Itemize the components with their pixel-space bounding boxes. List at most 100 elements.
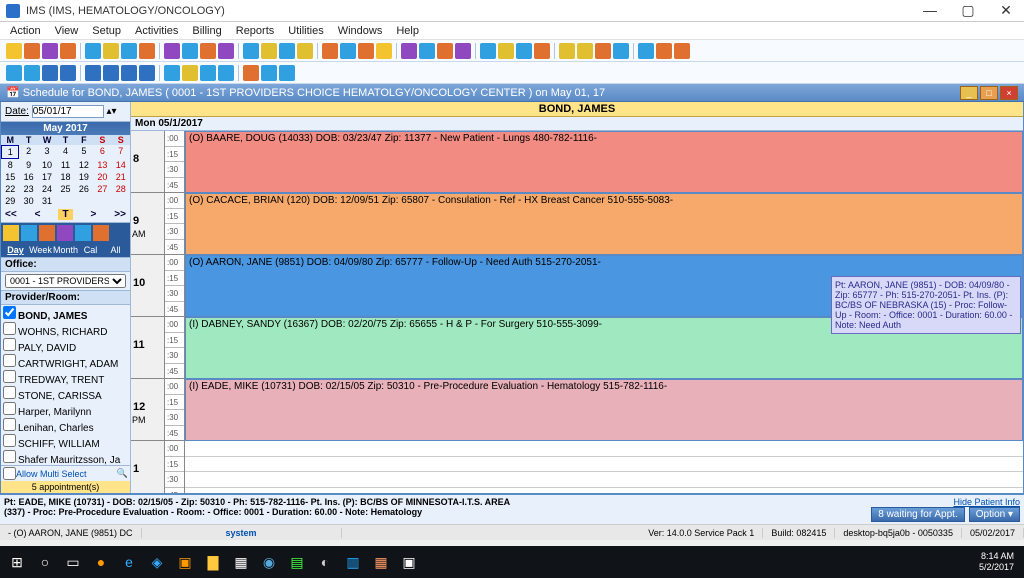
minimize-button[interactable]: — bbox=[918, 2, 942, 19]
multi-select-icon[interactable]: 🔍 bbox=[117, 468, 128, 479]
menu-activities[interactable]: Activities bbox=[135, 25, 178, 37]
maximize-button[interactable]: ▢ bbox=[956, 2, 980, 19]
toolbar-button[interactable] bbox=[218, 65, 234, 81]
view-month[interactable]: Month bbox=[53, 245, 78, 255]
toolbar-button[interactable] bbox=[200, 43, 216, 59]
toolbar-button[interactable] bbox=[85, 43, 101, 59]
toolbar-button[interactable] bbox=[182, 43, 198, 59]
calendar-day[interactable]: 22 bbox=[1, 183, 19, 195]
provider-checkbox[interactable] bbox=[3, 354, 16, 367]
menu-windows[interactable]: Windows bbox=[338, 25, 383, 37]
toolbar-button[interactable] bbox=[60, 65, 76, 81]
subwin-maximize[interactable]: □ bbox=[980, 86, 998, 100]
calendar-day[interactable]: 28 bbox=[112, 183, 130, 195]
calendar-day[interactable]: 1 bbox=[1, 145, 19, 159]
toolbar-button[interactable] bbox=[218, 43, 234, 59]
calendar-day[interactable]: 16 bbox=[19, 171, 37, 183]
provider-item[interactable]: CARTWRIGHT, ADAM bbox=[3, 354, 128, 370]
toolbar-button[interactable] bbox=[85, 65, 101, 81]
calendar-day[interactable]: 2 bbox=[19, 145, 37, 159]
calendar-day[interactable]: 5 bbox=[75, 145, 93, 159]
toolbar-button[interactable] bbox=[6, 43, 22, 59]
calendar-day[interactable]: 3 bbox=[38, 145, 56, 159]
toolbar-button[interactable] bbox=[297, 43, 313, 59]
toolbar-button[interactable] bbox=[6, 65, 22, 81]
provider-item[interactable]: SCHIFF, WILLIAM bbox=[3, 434, 128, 450]
calendar-day[interactable]: 25 bbox=[56, 183, 74, 195]
provider-item[interactable]: Lenihan, Charles bbox=[3, 418, 128, 434]
toolbar-button[interactable] bbox=[534, 43, 550, 59]
toolbar-button[interactable] bbox=[243, 43, 259, 59]
toolbar-button[interactable] bbox=[674, 43, 690, 59]
toolbar-button[interactable] bbox=[243, 65, 259, 81]
toolbar-button[interactable] bbox=[595, 43, 611, 59]
toolbar-button[interactable] bbox=[376, 43, 392, 59]
calendar-day[interactable]: 17 bbox=[38, 171, 56, 183]
outlook-icon[interactable]: ▥ bbox=[340, 549, 366, 575]
calendar-day[interactable]: 8 bbox=[1, 159, 19, 171]
calendar-day[interactable]: 21 bbox=[112, 171, 130, 183]
toolbar-button[interactable] bbox=[638, 43, 654, 59]
view-week[interactable]: Week bbox=[28, 245, 53, 255]
ie-icon[interactable]: e bbox=[116, 549, 142, 575]
calculator-icon[interactable]: ▦ bbox=[228, 549, 254, 575]
toolbar-button[interactable] bbox=[401, 43, 417, 59]
option-button[interactable]: Option ▾ bbox=[969, 507, 1020, 522]
view-icon[interactable] bbox=[21, 225, 37, 241]
menu-action[interactable]: Action bbox=[10, 25, 41, 37]
appointment-column[interactable]: (O) BAARE, DOUG (14033) DOB: 03/23/47 Zi… bbox=[185, 131, 1023, 493]
calendar-day[interactable]: 14 bbox=[112, 159, 130, 171]
calendar-day[interactable]: 23 bbox=[19, 183, 37, 195]
provider-checkbox[interactable] bbox=[3, 386, 16, 399]
toolbar-button[interactable] bbox=[139, 43, 155, 59]
start-button[interactable]: ⊞ bbox=[4, 549, 30, 575]
toolbar-button[interactable] bbox=[419, 43, 435, 59]
office-select[interactable]: 0001 - 1ST PROVIDERS bbox=[5, 274, 126, 288]
appointment-block[interactable]: (O) BAARE, DOUG (14033) DOB: 03/23/47 Zi… bbox=[185, 131, 1023, 193]
provider-item[interactable]: PALY, DAVID bbox=[3, 338, 128, 354]
date-input[interactable] bbox=[32, 105, 104, 118]
toolbar-button[interactable] bbox=[24, 65, 40, 81]
calendar-day[interactable]: 18 bbox=[56, 171, 74, 183]
word-icon[interactable]: ▦ bbox=[368, 549, 394, 575]
view-icon[interactable] bbox=[57, 225, 73, 241]
excel-icon[interactable]: ▤ bbox=[284, 549, 310, 575]
calendar-day[interactable]: 13 bbox=[93, 159, 111, 171]
toolbar-button[interactable] bbox=[121, 43, 137, 59]
view-cal[interactable]: Cal bbox=[78, 245, 103, 255]
menu-billing[interactable]: Billing bbox=[192, 25, 221, 37]
close-button[interactable]: ✕ bbox=[994, 2, 1018, 19]
toolbar-button[interactable] bbox=[42, 43, 58, 59]
nav-today[interactable]: T bbox=[58, 209, 72, 220]
calendar-day[interactable]: 4 bbox=[56, 145, 74, 159]
toolbar-button[interactable] bbox=[358, 43, 374, 59]
firefox-icon[interactable]: ● bbox=[88, 549, 114, 575]
toolbar-button[interactable] bbox=[60, 43, 76, 59]
toolbar-button[interactable] bbox=[613, 43, 629, 59]
appointment-block[interactable]: (I) EADE, MIKE (10731) DOB: 02/15/05 Zip… bbox=[185, 379, 1023, 441]
toolbar-button[interactable] bbox=[164, 65, 180, 81]
calendar-day[interactable]: 12 bbox=[75, 159, 93, 171]
provider-checkbox[interactable] bbox=[3, 434, 16, 447]
toolbar-button[interactable] bbox=[279, 43, 295, 59]
toolbar-button[interactable] bbox=[559, 43, 575, 59]
system-tray[interactable]: 8:14 AM 5/2/2017 bbox=[979, 551, 1020, 573]
toolbar-button[interactable] bbox=[261, 65, 277, 81]
nav-last[interactable]: >> bbox=[114, 209, 126, 220]
toolbar-button[interactable] bbox=[164, 43, 180, 59]
calendar-day[interactable]: 11 bbox=[56, 159, 74, 171]
provider-checkbox[interactable] bbox=[3, 338, 16, 351]
calendar-header[interactable]: May 2017 bbox=[1, 122, 130, 135]
toolbar-button[interactable] bbox=[279, 65, 295, 81]
toolbar-button[interactable] bbox=[437, 43, 453, 59]
provider-checkbox[interactable] bbox=[3, 418, 16, 431]
store-icon[interactable]: ▣ bbox=[172, 549, 198, 575]
view-day[interactable]: Day bbox=[3, 245, 28, 255]
provider-item[interactable]: WOHNS, RICHARD bbox=[3, 322, 128, 338]
provider-checkbox[interactable] bbox=[3, 322, 16, 335]
subwin-minimize[interactable]: _ bbox=[960, 86, 978, 100]
calendar-day[interactable]: 19 bbox=[75, 171, 93, 183]
calendar-day[interactable]: 29 bbox=[1, 195, 19, 207]
settings-icon[interactable]: ◉ bbox=[256, 549, 282, 575]
skype-icon[interactable]: ◐ bbox=[312, 549, 338, 575]
